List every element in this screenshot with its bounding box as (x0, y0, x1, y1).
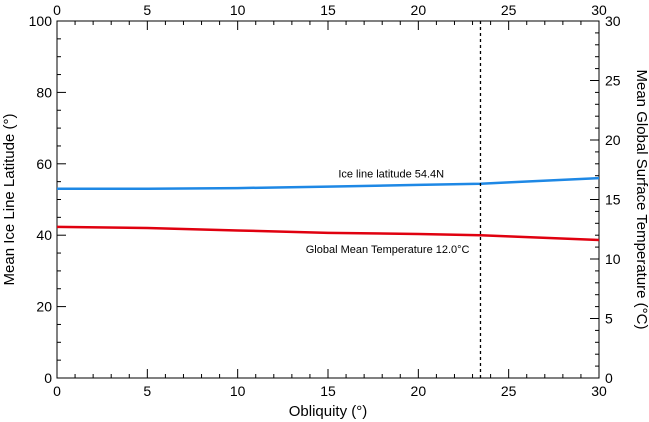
y-left-tick-label: 0 (44, 370, 52, 386)
y-right-tick-label: 5 (605, 311, 613, 327)
annotation-0: Ice line latitude 54.4N (338, 168, 444, 180)
y-left-tick-label: 100 (29, 13, 53, 29)
x-tick-label-top: 30 (591, 2, 607, 18)
series-line-0 (57, 176, 600, 191)
y-axis-right-title: Mean Global Surface Temperature (°C) (633, 69, 649, 329)
x-tick-label-bottom: 0 (53, 383, 61, 399)
annotations: Ice line latitude 54.4N Global Mean Tempe… (306, 168, 470, 256)
y-left-tick-label: 80 (36, 84, 52, 100)
plot-frame (56, 20, 600, 379)
y-left-tick-label: 40 (36, 227, 52, 243)
y-right-tick-label: 20 (605, 132, 621, 148)
x-tick-label-bottom: 10 (230, 383, 246, 399)
x-axis-title: Obliquity (°) (289, 403, 368, 420)
x-tick-label-bottom: 20 (411, 383, 427, 399)
y-right-tick-label: 0 (605, 370, 613, 386)
x-tick-label-bottom: 30 (591, 383, 607, 399)
y-right-tick-label: 25 (605, 73, 621, 89)
y-axis-left-title: Mean Ice Line Latitude (°) (1, 114, 18, 286)
x-tick-label-bottom: 25 (501, 383, 517, 399)
x-tick-label-top: 20 (411, 2, 427, 18)
y-right-tick-label: 30 (605, 13, 621, 29)
y-right-tick-label: 10 (605, 251, 621, 267)
x-tick-label-top: 10 (230, 2, 246, 18)
y-left-tick-label: 20 (36, 299, 52, 315)
series-lines (56, 176, 600, 242)
y-left-tick-label: 60 (36, 156, 52, 172)
x-tick-label-top: 25 (501, 2, 517, 18)
x-tick-label-top: 5 (143, 2, 151, 18)
axis-tick-labels: 0055101015152020252530300204060801000510… (29, 2, 621, 399)
axis-ticks (56, 20, 600, 379)
x-tick-label-bottom: 15 (320, 383, 336, 399)
y-right-tick-label: 15 (605, 192, 621, 208)
x-tick-label-top: 0 (53, 2, 61, 18)
x-tick-label-top: 15 (320, 2, 336, 18)
annotation-1: Global Mean Temperature 12.0°C (306, 244, 470, 256)
series-line-1 (56, 225, 600, 242)
x-tick-label-bottom: 5 (143, 383, 151, 399)
